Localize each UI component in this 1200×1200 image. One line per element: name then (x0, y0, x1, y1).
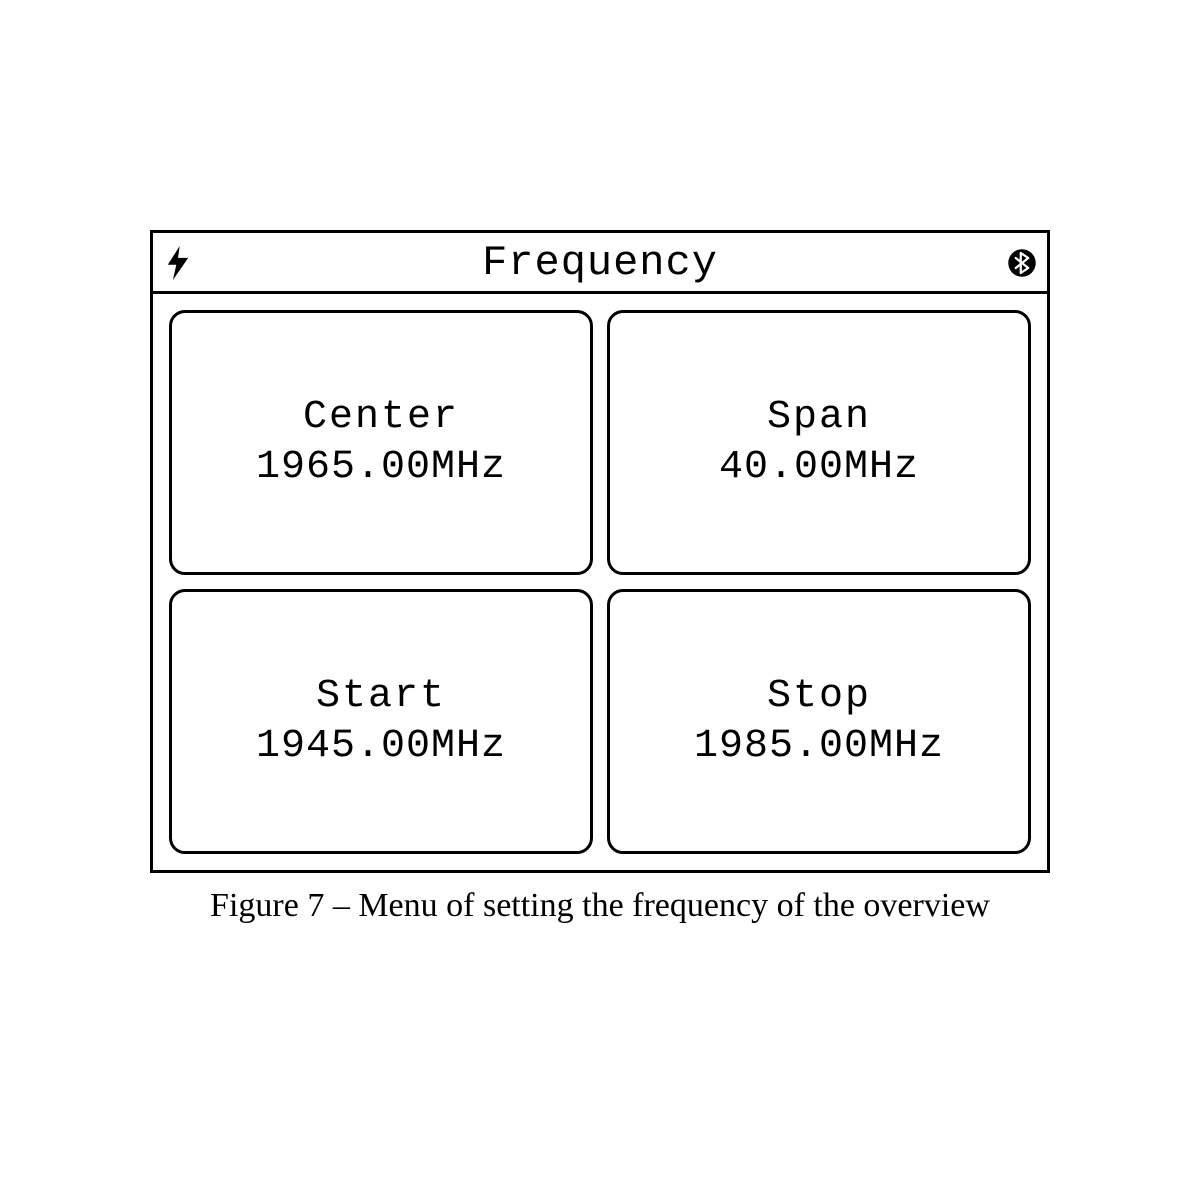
frequency-menu-panel: Frequency Center 1965.00MHz Span 40.00MH… (150, 230, 1050, 873)
screen-title: Frequency (193, 239, 1007, 287)
start-label: Start (316, 672, 446, 722)
title-bar: Frequency (153, 233, 1047, 294)
bolt-icon (163, 246, 193, 280)
page: Frequency Center 1965.00MHz Span 40.00MH… (0, 0, 1200, 1200)
span-frequency-button[interactable]: Span 40.00MHz (607, 310, 1031, 575)
span-label: Span (767, 393, 871, 443)
button-grid: Center 1965.00MHz Span 40.00MHz Start 19… (153, 294, 1047, 870)
start-value: 1945.00MHz (256, 722, 506, 772)
start-frequency-button[interactable]: Start 1945.00MHz (169, 589, 593, 854)
stop-frequency-button[interactable]: Stop 1985.00MHz (607, 589, 1031, 854)
stop-value: 1985.00MHz (694, 722, 944, 772)
figure-caption: Figure 7 – Menu of setting the frequency… (0, 887, 1200, 925)
center-label: Center (303, 393, 459, 443)
bluetooth-icon (1007, 248, 1037, 278)
center-value: 1965.00MHz (256, 443, 506, 493)
span-value: 40.00MHz (719, 443, 919, 493)
stop-label: Stop (767, 672, 871, 722)
center-frequency-button[interactable]: Center 1965.00MHz (169, 310, 593, 575)
